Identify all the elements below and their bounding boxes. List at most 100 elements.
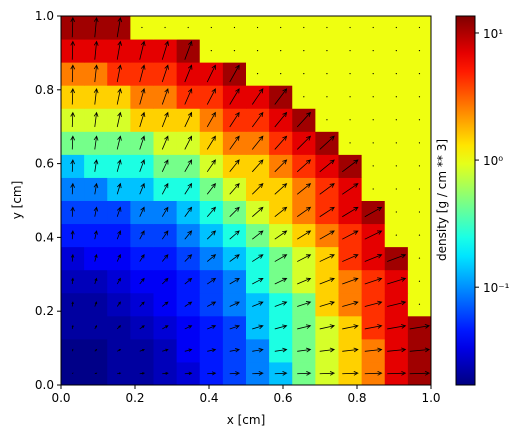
quiver-arrow [139, 277, 145, 285]
quiver-arrow [162, 325, 169, 330]
quiver-dot [418, 188, 421, 190]
quiver-dot [395, 165, 397, 167]
quiver-dot [280, 49, 282, 52]
quiver-arrow [116, 182, 122, 195]
quiver-arrow [184, 371, 193, 376]
quiver-arrow [93, 182, 99, 195]
quiver-arrow [93, 111, 99, 128]
quiver-arrow [94, 277, 98, 285]
quiver-dot [372, 73, 374, 75]
quiver-dot [187, 26, 189, 29]
quiver-dot [256, 73, 259, 75]
quiver-arrow [207, 371, 217, 376]
quiver-arrow [297, 301, 312, 307]
quiver-dot [372, 188, 374, 190]
quiver-arrow [139, 182, 145, 195]
quiver-arrow [139, 325, 145, 330]
quiver-arrow [274, 277, 288, 285]
quiver-arrow [297, 230, 312, 240]
quiver-arrow [297, 254, 312, 262]
quiver-dot [326, 49, 328, 52]
quiver-arrow [70, 159, 76, 172]
quiver-arrow [251, 111, 264, 128]
quiver-dot [418, 257, 421, 259]
quiver-arrow [342, 277, 359, 285]
quiver-arrow [274, 347, 288, 353]
quiver-arrow [274, 111, 288, 128]
quiver-arrow [93, 40, 99, 60]
quiver-arrow [116, 206, 122, 217]
quiver-arrow [116, 16, 123, 38]
quiver-arrow [274, 230, 288, 240]
quiver-arrow [139, 348, 145, 352]
quiver-arrow [342, 300, 359, 307]
quiver-arrow [184, 64, 193, 83]
quiver-arrow [71, 277, 75, 285]
quiver-arrow [93, 206, 99, 217]
quiver-arrow [229, 347, 241, 353]
x-tick-label: 0.4 [199, 391, 218, 405]
quiver-arrow [229, 254, 240, 262]
quiver-arrow [184, 230, 193, 240]
quiver-arrow [274, 324, 288, 330]
quiver-arrow [342, 159, 359, 173]
quiver-arrow [70, 253, 75, 262]
quiver-arrow [116, 111, 122, 128]
quiver-arrow [161, 64, 169, 83]
plot-frame [60, 15, 432, 386]
quiver-arrow [116, 301, 121, 307]
quiver-arrow [206, 206, 217, 217]
quiver-arrow [206, 64, 216, 83]
quiver-arrow [342, 254, 359, 262]
quiver-dot [303, 73, 305, 75]
quiver-dot [395, 211, 397, 213]
quiver-arrow [184, 40, 193, 60]
quiver-arrow [319, 300, 335, 307]
quiver-dot [326, 73, 328, 75]
quiver-arrow [274, 254, 288, 262]
y-tick-label: 1.0 [35, 9, 54, 23]
x-tick-label: 0.2 [125, 391, 144, 405]
quiver-arrow [71, 301, 74, 307]
quiver-arrow [116, 159, 122, 172]
quiver-dot [395, 234, 397, 236]
colorbar-label: density [g / cm ** 3] [435, 139, 449, 261]
quiver-arrow [251, 206, 264, 218]
quiver-arrow [206, 111, 216, 128]
quiver-arrow [139, 301, 145, 307]
quiver-arrow [229, 301, 240, 307]
quiver-arrow [364, 206, 383, 218]
quiver-dot [303, 49, 305, 52]
quiver-arrow [161, 277, 169, 285]
quiver-arrow [229, 277, 240, 285]
colorbar-tick-label: 10⁻¹ [483, 281, 510, 295]
quiver-arrow [319, 206, 335, 218]
quiver-arrow [342, 370, 359, 376]
x-tick-label: 0.6 [273, 391, 292, 405]
quiver-dot [164, 26, 166, 29]
quiver-dot [418, 280, 421, 282]
quiver-arrow [161, 88, 169, 105]
quiver-arrow [70, 111, 76, 127]
quiver-arrow [229, 111, 240, 128]
quiver-arrow [364, 370, 383, 376]
quiver-arrow [319, 183, 335, 195]
quiver-arrow [116, 277, 121, 285]
quiver-arrow [206, 182, 216, 195]
quiver-arrow [184, 159, 193, 173]
quiver-arrow [206, 230, 217, 240]
quiver-arrow [297, 324, 312, 330]
quiver-arrow [342, 347, 359, 353]
quiver-arrow [94, 301, 98, 307]
quiver-dot [372, 26, 374, 29]
quiver-dot [372, 142, 374, 144]
quiver-dot [418, 119, 421, 121]
quiver-arrow [184, 111, 193, 128]
quiver-arrow [206, 277, 217, 285]
quiver-arrow [274, 371, 288, 376]
quiver-arrow [93, 230, 98, 240]
quiver-arrow [274, 159, 288, 173]
quiver-arrow [297, 347, 312, 353]
quiver-arrow [364, 230, 383, 240]
